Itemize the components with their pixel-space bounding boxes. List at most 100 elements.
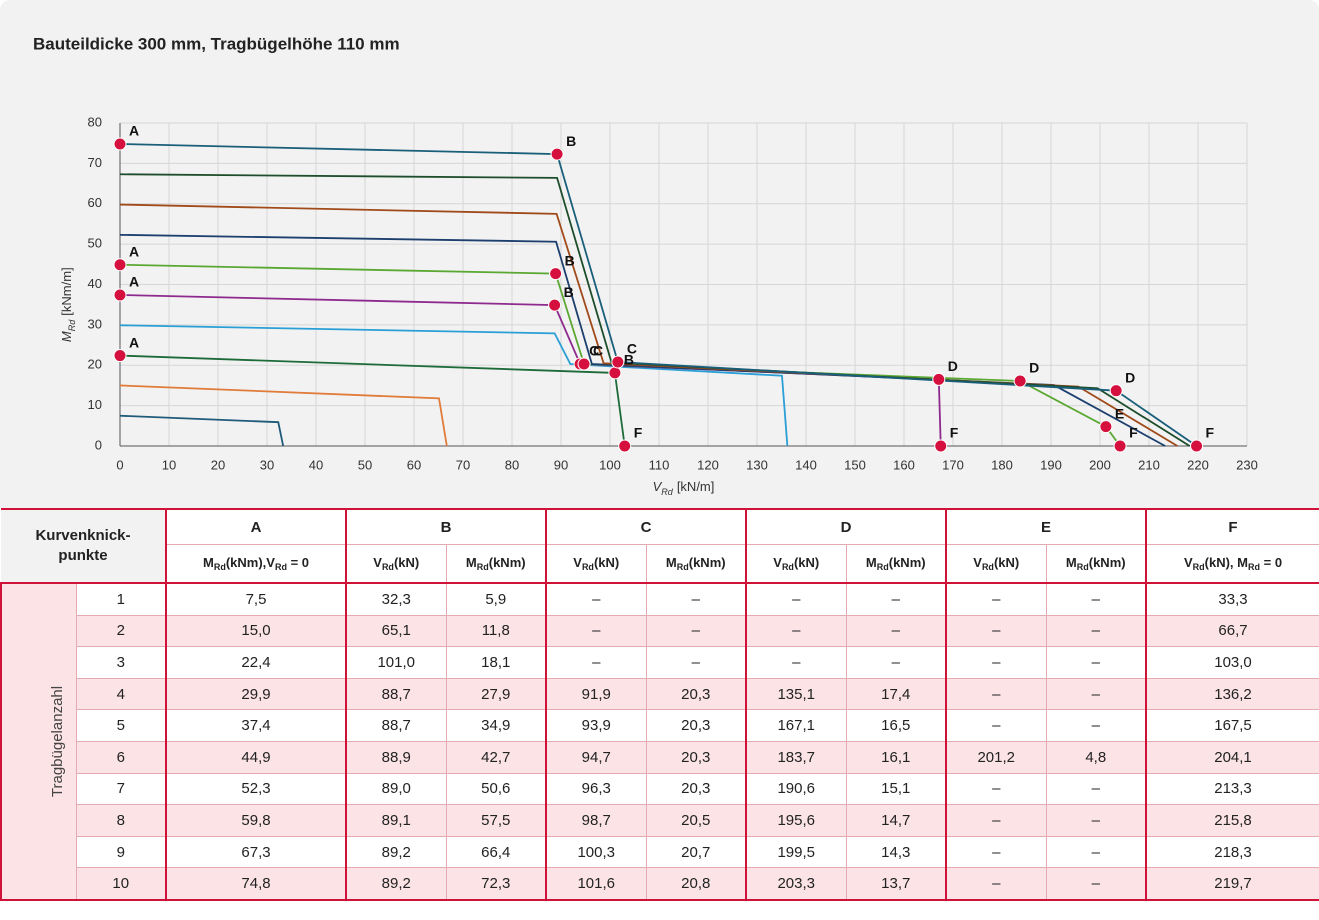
subheader-part: M bbox=[465, 555, 477, 570]
cell: 219,7 bbox=[1145, 867, 1319, 901]
x-tick-label: 200 bbox=[1089, 457, 1111, 472]
x-tick-label: 120 bbox=[697, 457, 719, 472]
cell: 167,5 bbox=[1145, 709, 1319, 742]
cell: 203,3 bbox=[745, 867, 847, 901]
point-label: C bbox=[627, 341, 637, 357]
axis-label-part: Rd bbox=[661, 487, 673, 497]
row-number: 4 bbox=[75, 677, 167, 711]
data-row: 3 22,4 101,0 18,1– – – – – –103,0 bbox=[1, 646, 1319, 679]
x-tick-label: 100 bbox=[599, 457, 621, 472]
data-row: Tragbügelanzahl 1 7,5 32,3 5,9– – – – – –33,3 bbox=[0, 581, 1319, 901]
cell: 190,6 bbox=[745, 772, 847, 806]
cell: 66,4 bbox=[445, 835, 547, 869]
point-marker bbox=[113, 137, 127, 151]
y-tick-label: 0 bbox=[95, 437, 102, 452]
cell: – bbox=[845, 581, 947, 616]
subheader-part: V bbox=[973, 555, 982, 570]
cell: 27,9 bbox=[445, 677, 547, 711]
cell: 66,7 bbox=[1145, 614, 1319, 648]
subheader-part: (kNm) bbox=[488, 555, 526, 570]
cell: 167,1 bbox=[745, 709, 847, 742]
y-tick-label: 60 bbox=[88, 195, 102, 210]
x-tick-label: 90 bbox=[554, 457, 568, 472]
cell: – bbox=[845, 614, 947, 648]
point-marker bbox=[934, 439, 948, 453]
cell: – bbox=[945, 835, 1047, 869]
cell: 135,1 bbox=[745, 677, 847, 711]
cell: – bbox=[1045, 646, 1147, 679]
subheader-part: V bbox=[1183, 555, 1193, 570]
cell: 89,2 bbox=[345, 867, 447, 901]
subheader-part: Rd bbox=[1076, 562, 1089, 572]
y-tick-label: 70 bbox=[88, 155, 102, 170]
point-marker bbox=[550, 147, 564, 161]
subheader-part: = 0 bbox=[286, 555, 309, 570]
point-marker bbox=[1190, 439, 1204, 453]
subheader-part: Rd bbox=[676, 562, 689, 572]
cell: – bbox=[945, 867, 1047, 901]
y-tick-label: 50 bbox=[88, 236, 102, 251]
cell: 103,0 bbox=[1145, 646, 1319, 679]
cell: 52,3 bbox=[165, 772, 347, 806]
subheader-part: Rd bbox=[476, 562, 489, 572]
subheader-part: V bbox=[573, 555, 582, 570]
x-tick-label: 20 bbox=[211, 457, 225, 472]
row-group-label: Tragbügelanzahl bbox=[49, 685, 67, 798]
point-marker bbox=[113, 349, 127, 363]
subheader-part: Rd bbox=[876, 562, 889, 572]
group-header: E bbox=[944, 508, 1147, 545]
point-label: F bbox=[1129, 425, 1138, 441]
point-marker bbox=[113, 258, 127, 272]
cell: 14,3 bbox=[845, 835, 947, 869]
chart-title: Bauteildicke 300 mm, Tragbügelhöhe 110 m… bbox=[33, 34, 400, 53]
cell: 183,7 bbox=[745, 740, 847, 774]
subheader-part: (kNm) bbox=[1088, 555, 1126, 570]
subheader: MRd(kNm) bbox=[845, 544, 947, 584]
y-tick-label: 80 bbox=[88, 114, 102, 129]
cell: 20,3 bbox=[645, 772, 747, 806]
cell: – bbox=[1045, 677, 1147, 711]
group-header: F bbox=[1145, 508, 1319, 545]
row-group: Tragbügelanzahl bbox=[0, 582, 77, 901]
x-tick-label: 50 bbox=[358, 457, 372, 472]
cell: 204,1 bbox=[1145, 740, 1319, 774]
subheader-part: V bbox=[373, 555, 382, 570]
cell: – bbox=[1045, 614, 1147, 648]
cell: 29,9 bbox=[165, 677, 347, 711]
data-row: 10 74,8 89,2 72,3 101,6 20,8 203,3 13,7– –219,7 bbox=[1, 867, 1319, 901]
subheader-part: (kN), M bbox=[1204, 555, 1248, 570]
point-marker bbox=[1113, 439, 1127, 453]
cell: 14,7 bbox=[845, 804, 947, 837]
subheader: VRd(kN) bbox=[745, 544, 847, 584]
subheader-part: (kN) bbox=[593, 555, 620, 570]
x-tick-label: 110 bbox=[649, 457, 670, 472]
curve bbox=[119, 263, 1121, 447]
y-tick-label: 40 bbox=[88, 276, 102, 291]
cell: 89,0 bbox=[345, 772, 447, 806]
row-number: 10 bbox=[75, 867, 167, 901]
x-tick-label: 190 bbox=[1040, 457, 1062, 472]
corner-header: Kurvenknick-punkte bbox=[1, 508, 167, 584]
subheader: VRd(kN), MRd = 0 bbox=[1145, 544, 1319, 584]
point-label: D bbox=[1125, 369, 1135, 385]
cell: 37,4 bbox=[165, 709, 347, 742]
cell: 67,3 bbox=[165, 835, 347, 869]
point-marker bbox=[577, 357, 591, 371]
cell: 213,3 bbox=[1145, 772, 1319, 806]
point-label: A bbox=[129, 334, 139, 350]
cell: – bbox=[945, 614, 1047, 648]
group-header: D bbox=[745, 508, 947, 545]
cell: 20,3 bbox=[645, 740, 747, 774]
cell: 88,9 bbox=[345, 740, 447, 774]
cell: 42,7 bbox=[445, 740, 547, 774]
axis-label-part: Rd bbox=[67, 319, 77, 331]
cell: 17,4 bbox=[845, 677, 947, 711]
data-row: 5 37,4 88,7 34,9 93,9 20,3 167,1 16,5– –167,5 bbox=[1, 709, 1319, 742]
subheader-part: M bbox=[202, 555, 214, 570]
cell: – bbox=[745, 614, 847, 648]
cell: 5,9 bbox=[445, 581, 547, 616]
row-number: 2 bbox=[75, 614, 167, 648]
cell: 32,3 bbox=[345, 581, 447, 616]
cell: 88,7 bbox=[345, 709, 447, 742]
subheader: VRd(kN) bbox=[545, 544, 647, 584]
